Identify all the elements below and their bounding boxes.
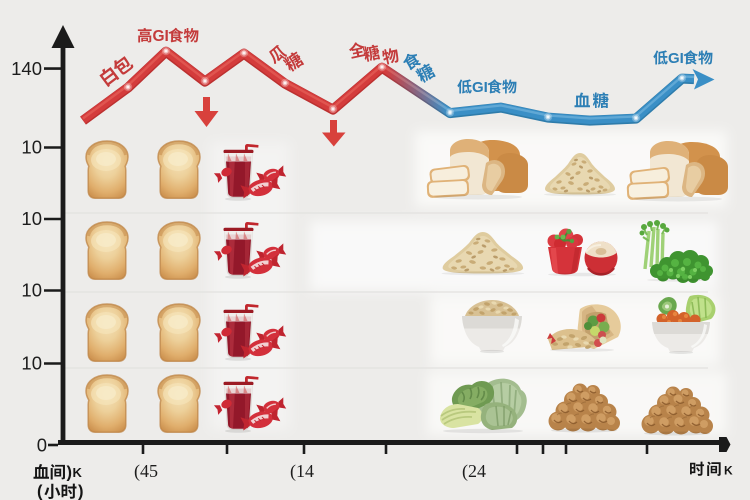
svg-text:0: 0 (37, 435, 47, 456)
svg-text:K: K (73, 465, 83, 480)
svg-text:10: 10 (21, 137, 42, 158)
svg-text:10: 10 (21, 353, 42, 374)
svg-text:GI: GI (668, 50, 684, 67)
svg-text:10: 10 (21, 280, 42, 301)
svg-text:GI: GI (472, 79, 488, 96)
svg-text:140: 140 (11, 58, 42, 79)
svg-text:): ) (78, 483, 84, 500)
svg-text:10: 10 (21, 208, 42, 229)
svg-text:(45: (45 (134, 461, 158, 482)
svg-text:): ) (67, 464, 73, 482)
svg-text:(24: (24 (462, 461, 486, 482)
svg-text:GI: GI (153, 28, 169, 45)
svg-text:K: K (724, 464, 733, 478)
svg-text:(14: (14 (290, 461, 314, 482)
svg-text:(: ( (37, 483, 43, 500)
